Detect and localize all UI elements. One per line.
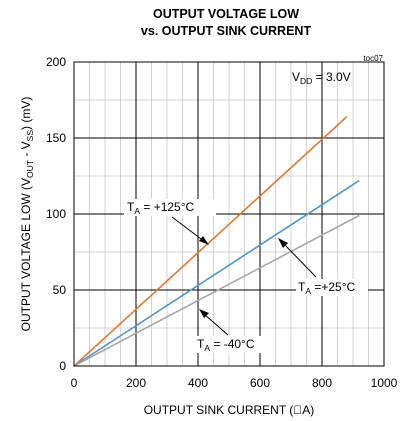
series-label-125c-sub: A: [134, 206, 140, 216]
arrow-25c: [282, 242, 317, 278]
arrowhead-25c: [278, 238, 288, 248]
series-label-25c: TA =+25°C: [298, 280, 356, 296]
x-tick-label: 200: [126, 376, 146, 390]
y-tick-label: 50: [53, 283, 67, 297]
condition-post: = 3.0V: [312, 70, 350, 84]
series-label-minus40c-post: = -40°C: [210, 337, 255, 351]
chart-title-line-2: vs. OUTPUT SINK CURRENT: [141, 24, 312, 38]
series-label-minus40c-sub: A: [204, 343, 210, 353]
figure-code: toc07: [363, 54, 383, 63]
arrowhead-minus40c: [199, 309, 209, 318]
y-axis-label-pre: OUTPUT VOLTAGE LOW (V: [19, 178, 33, 331]
x-tick-label: 800: [312, 376, 332, 390]
series-label-minus40c-pre: T: [197, 337, 205, 351]
series-label-25c-post: =+25°C: [311, 280, 355, 294]
chart-title-line-1: OUTPUT VOLTAGE LOW: [153, 7, 299, 21]
y-axis-label-post: ) (mV): [19, 97, 33, 130]
arrowhead-125c: [199, 236, 209, 245]
x-tick-label: 400: [188, 376, 208, 390]
series-line-1: [73, 179, 360, 367]
series-label-125c-pre: T: [127, 200, 135, 214]
y-axis-label-sub-ss: SS: [25, 130, 35, 142]
arrow-125c: [171, 216, 206, 243]
series-label-125c-post: = +125°C: [140, 200, 195, 214]
y-tick-label: 150: [46, 131, 66, 145]
x-axis-label: OUTPUT SINK CURRENT ( A): [144, 403, 315, 417]
y-axis-label: OUTPUT VOLTAGE LOW (VOUT - VSS) (mV): [19, 97, 35, 332]
y-tick-label: 100: [46, 207, 66, 221]
y-axis-label-sub-out: OUT: [25, 160, 35, 178]
arrow-minus40c: [203, 313, 229, 336]
series-line-0: [73, 116, 348, 367]
y-tick-label: 200: [46, 55, 66, 69]
y-tick-label: 0: [59, 359, 66, 373]
series-label-125c: TA = +125°C: [127, 200, 195, 216]
series-label-25c-pre: T: [298, 280, 306, 294]
x-tick-label: 0: [71, 376, 78, 390]
series-label-minus40c: TA = -40°C: [197, 337, 255, 353]
series-line-2: [73, 214, 360, 367]
condition-sub: DD: [300, 76, 312, 86]
x-tick-label: 1000: [371, 376, 398, 390]
tick-labels: 0 200 400 600 800 1000 0 50 100 150 200: [46, 55, 398, 390]
grid: [74, 62, 384, 366]
series-label-25c-sub: A: [305, 286, 311, 296]
plot-frame: [73, 61, 385, 367]
y-axis-label-mid: - V: [19, 141, 33, 160]
series-lines: [73, 116, 360, 367]
x-tick-label: 600: [250, 376, 270, 390]
condition-pre: V: [292, 70, 300, 84]
condition-label: VDD = 3.0V: [292, 70, 351, 86]
